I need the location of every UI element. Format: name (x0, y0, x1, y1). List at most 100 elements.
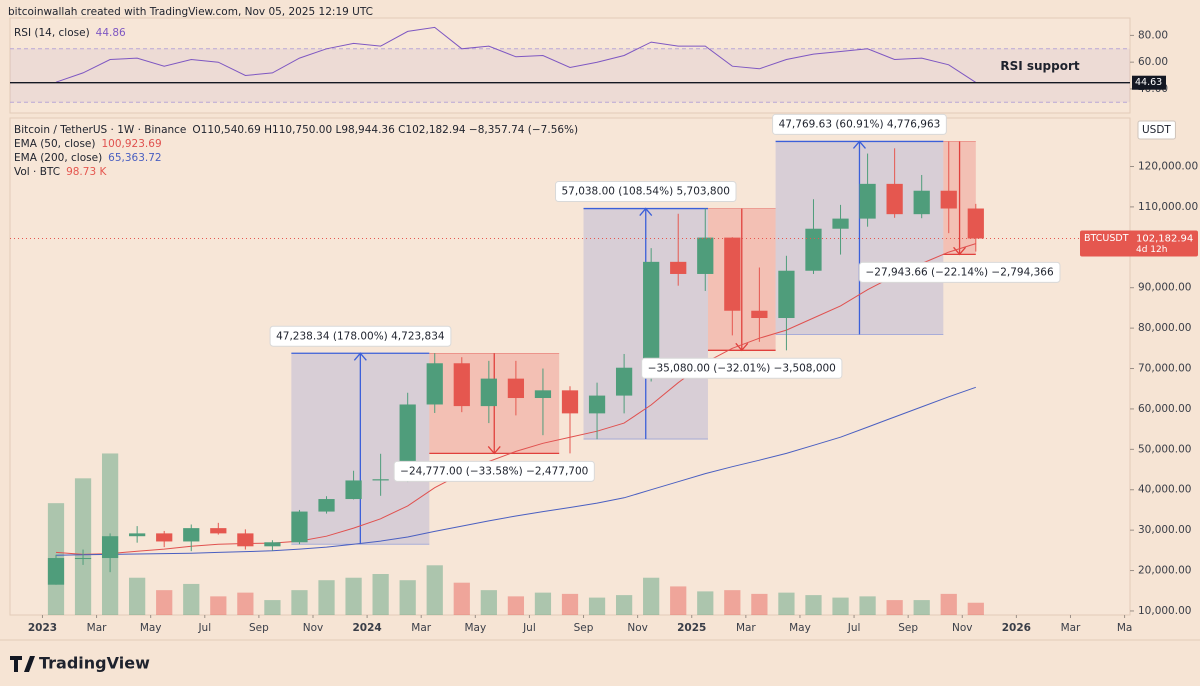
candle-body (670, 261, 687, 274)
credit: bitcoinwallah created with TradingView.c… (8, 6, 373, 18)
volume-bar (751, 593, 768, 615)
rsi-title: RSI (14, close) (14, 27, 90, 39)
candle-body (453, 363, 470, 407)
candle-body (47, 558, 65, 585)
last-price: 102,182.94 (1136, 233, 1193, 244)
candle-body (643, 261, 660, 368)
legend-name: Vol · BTC (14, 166, 60, 178)
x-tick-label: Jul (847, 622, 861, 634)
candle-body (724, 237, 741, 311)
brand-logo: TradingView (10, 654, 150, 673)
volume-bar (832, 597, 849, 615)
x-tick-label: Nov (303, 622, 324, 634)
support-tag (1132, 75, 1166, 90)
y-tick-label: 90,000.00 (1138, 282, 1191, 294)
candle-body (426, 363, 443, 405)
measure-label-box (555, 181, 737, 203)
legend-value: 100,923.69 (102, 138, 162, 150)
x-tick-label: May (789, 622, 811, 634)
volume-bar (399, 580, 416, 615)
measure-label-box (269, 325, 452, 347)
x-tick-label: Jul (522, 622, 536, 634)
rsi-plot (10, 26, 1130, 103)
candle-body (156, 533, 173, 542)
candle-body (291, 511, 308, 543)
volume-bar (724, 590, 741, 615)
volume-bar (940, 593, 957, 615)
candle-body (210, 528, 227, 534)
x-tick-label: 2025 (677, 622, 706, 634)
candle-body (372, 479, 389, 481)
countdown: 4d 12h (1136, 245, 1167, 255)
candle-body (832, 218, 849, 229)
x-tick-label: May (140, 622, 162, 634)
volume-bar (670, 586, 687, 615)
x-tick-label: Jul (197, 622, 211, 634)
symbol-title: Bitcoin / TetherUS · 1W · Binance (14, 124, 186, 136)
logo-icon (10, 656, 35, 672)
x-tick-label: 2024 (352, 622, 381, 634)
rsi-line (55, 26, 977, 83)
volume-bar (967, 602, 984, 615)
volume-bar (426, 565, 443, 615)
volume-bar (453, 582, 470, 615)
x-tick-label: Sep (898, 622, 918, 634)
volume-bar (318, 580, 335, 615)
x-tick-label: Sep (249, 622, 269, 634)
candle-body (561, 390, 579, 414)
volume-bar (588, 597, 606, 615)
candle-body (588, 395, 606, 414)
volume-bar (74, 478, 92, 615)
volume-bar (480, 590, 497, 615)
x-tick-label: Nov (627, 622, 648, 634)
volume-bar (183, 583, 200, 615)
rsi-value: 44.86 (96, 27, 126, 39)
candle-body (480, 378, 497, 407)
volume-bar (507, 596, 525, 615)
measure-arrowhead (639, 207, 653, 216)
measure-arrowhead (353, 352, 367, 361)
measure-label-box (772, 113, 947, 135)
candle-body (237, 533, 254, 547)
legend-value: 65,363.72 (108, 152, 161, 164)
candle-body (697, 237, 714, 274)
candle-body (534, 390, 552, 399)
measure-label: 47,769.63 (60.91%) 4,776,963 (779, 118, 941, 130)
candle-body (967, 208, 984, 239)
measure-label: 57,038.00 (108.54%) 5,703,800 (562, 186, 730, 198)
candle-body (318, 499, 335, 512)
y-tick-label: 10,000.00 (1138, 605, 1191, 617)
legend-name: EMA (200, close) (14, 152, 102, 164)
support-label: RSI support (1000, 59, 1080, 73)
y-tick-label: 80.00 (1138, 29, 1168, 41)
measure-label: −35,080.00 (−32.01%) −3,508,000 (648, 362, 836, 374)
x-tick-label: Nov (952, 622, 973, 634)
ohlc-values: O110,540.69 H110,750.00 L98,944.36 C102,… (192, 124, 578, 136)
measure-label-box (641, 357, 843, 379)
candle-body (345, 480, 362, 500)
y-tick-label: 60,000.00 (1138, 403, 1191, 415)
candle-body (886, 183, 903, 215)
candle-body (913, 190, 930, 215)
x-tick-label: May (464, 622, 486, 634)
volume-bar (372, 573, 389, 615)
candle-body (859, 183, 876, 219)
rsi-band (10, 48, 1130, 103)
y-tick-label: 120,000.00 (1138, 160, 1198, 172)
ema-line (55, 243, 976, 555)
candle-body (805, 228, 822, 271)
legend-value: 98.73 K (66, 166, 107, 178)
volume-bar (778, 592, 795, 615)
volume-bar (210, 596, 227, 615)
volume-bar (291, 590, 308, 615)
measure-label: 47,238.34 (178.00%) 4,723,834 (276, 330, 445, 342)
volume-bar (615, 595, 633, 615)
x-tick-label: Ma (1117, 622, 1133, 634)
volume-bar (345, 577, 362, 615)
volume-bar (697, 591, 714, 615)
y-tick-label: 80,000.00 (1138, 322, 1191, 334)
candle-body (615, 367, 633, 396)
x-tick-label: 2023 (28, 622, 57, 634)
volume-bar (643, 577, 660, 615)
